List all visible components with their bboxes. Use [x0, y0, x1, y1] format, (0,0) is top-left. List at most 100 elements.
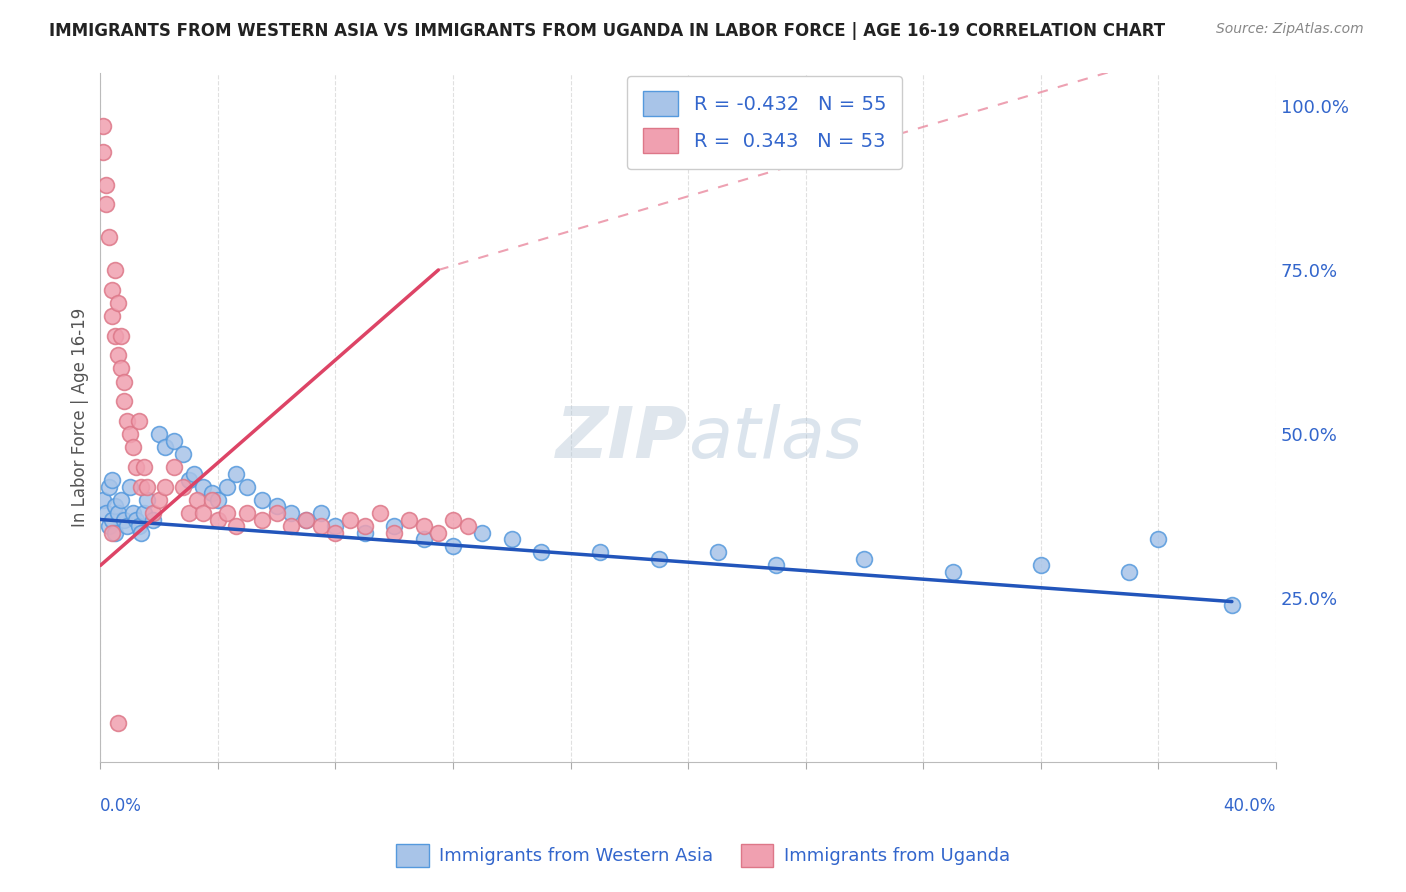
Point [115, 414, 138, 428]
Point [163, 434, 186, 448]
Point [121, 506, 143, 520]
Point [107, 716, 129, 731]
Point [112, 394, 135, 409]
Point [134, 460, 156, 475]
Point [131, 480, 153, 494]
Point [107, 506, 129, 520]
Point [131, 525, 153, 540]
Point [142, 506, 165, 520]
Point [648, 552, 671, 566]
Point [104, 263, 127, 277]
Point [266, 506, 288, 520]
Point [280, 506, 302, 520]
Point [134, 506, 156, 520]
Point [530, 545, 553, 559]
Point [96, 506, 118, 520]
Point [441, 539, 464, 553]
Text: IMMIGRANTS FROM WESTERN ASIA VS IMMIGRANTS FROM UGANDA IN LABOR FORCE | AGE 16-1: IMMIGRANTS FROM WESTERN ASIA VS IMMIGRAN… [49, 22, 1166, 40]
Point [309, 506, 332, 520]
Point [1118, 565, 1140, 579]
Text: Source: ZipAtlas.com: Source: ZipAtlas.com [1216, 22, 1364, 37]
Point [153, 480, 176, 494]
Point [193, 506, 215, 520]
Point [177, 473, 200, 487]
Point [148, 492, 170, 507]
Point [153, 440, 176, 454]
Point [325, 519, 347, 533]
Point [853, 552, 876, 566]
Point [118, 427, 141, 442]
Point [91, 145, 114, 159]
Point [441, 512, 464, 526]
Legend: Immigrants from Western Asia, Immigrants from Uganda: Immigrants from Western Asia, Immigrants… [389, 837, 1017, 874]
Point [110, 361, 132, 376]
Point [354, 525, 377, 540]
Point [501, 533, 523, 547]
Point [98, 230, 121, 244]
Point [765, 558, 787, 573]
Point [266, 500, 288, 514]
Point [201, 492, 224, 507]
Point [115, 519, 138, 533]
Point [96, 197, 118, 211]
Point [295, 512, 318, 526]
Point [706, 545, 728, 559]
Legend: R = -0.432   N = 55, R =  0.343   N = 53: R = -0.432 N = 55, R = 0.343 N = 53 [627, 76, 901, 169]
Point [101, 525, 124, 540]
Point [382, 519, 405, 533]
Text: 40.0%: 40.0% [1223, 797, 1277, 814]
Point [201, 486, 224, 500]
Point [280, 519, 302, 533]
Point [101, 512, 124, 526]
Point [112, 512, 135, 526]
Point [128, 414, 150, 428]
Point [215, 480, 238, 494]
Text: 0.0%: 0.0% [100, 797, 142, 814]
Point [96, 178, 118, 192]
Point [457, 519, 479, 533]
Point [104, 328, 127, 343]
Point [107, 348, 129, 362]
Point [193, 480, 215, 494]
Point [250, 492, 273, 507]
Point [225, 519, 247, 533]
Point [104, 500, 127, 514]
Point [172, 447, 194, 461]
Point [427, 525, 450, 540]
Point [148, 427, 170, 442]
Point [163, 460, 186, 475]
Point [101, 283, 124, 297]
Point [236, 506, 259, 520]
Point [107, 295, 129, 310]
Point [124, 460, 146, 475]
Point [236, 480, 259, 494]
Point [101, 309, 124, 323]
Point [471, 525, 494, 540]
Point [98, 519, 121, 533]
Point [121, 440, 143, 454]
Point [172, 480, 194, 494]
Point [110, 328, 132, 343]
Point [398, 512, 420, 526]
Point [354, 519, 377, 533]
Point [98, 480, 121, 494]
Point [382, 525, 405, 540]
Point [101, 473, 124, 487]
Point [183, 467, 205, 481]
Point [136, 480, 159, 494]
Point [112, 375, 135, 389]
Point [942, 565, 965, 579]
Point [215, 506, 238, 520]
Point [309, 519, 332, 533]
Point [91, 119, 114, 133]
Text: atlas: atlas [688, 404, 863, 473]
Point [104, 525, 127, 540]
Point [295, 512, 318, 526]
Point [368, 506, 391, 520]
Point [225, 467, 247, 481]
Point [207, 512, 229, 526]
Point [1029, 558, 1052, 573]
Point [589, 545, 612, 559]
Point [339, 512, 361, 526]
Point [250, 512, 273, 526]
